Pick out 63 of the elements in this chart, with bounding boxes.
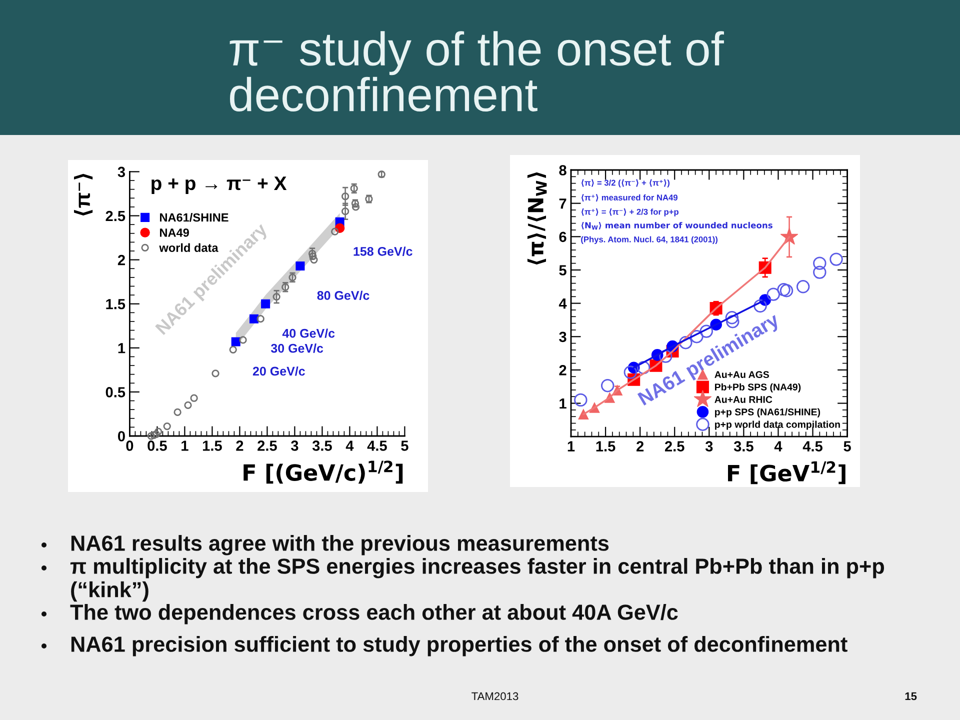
legend-label: NA49: [160, 228, 189, 237]
annotation: (Phys. Atom. Nucl. 64, 1841 (2001)): [581, 236, 718, 244]
x-tick-label: 2.5: [664, 441, 684, 452]
y-tick-label: 5: [559, 265, 566, 276]
x-tick-label: 4: [346, 440, 354, 451]
y-axis-title: ⟨π⁻⟩: [74, 174, 93, 216]
text: π multiplicity at the SPS energies increases faster in central Pb+Pb than in p+p (“kink”): [70, 558, 884, 602]
y-tick-label: 6: [559, 232, 566, 242]
text: NA61 results agree with the previous measurements: [71, 535, 609, 556]
x-tick-label: 5: [401, 440, 408, 451]
x-tick-label: 3: [705, 441, 713, 452]
x-tick-label: 4.5: [802, 441, 822, 452]
y-tick-label: 0.5: [106, 387, 126, 398]
legend-label: Au+Au RHIC: [714, 396, 772, 403]
y-tick-label: 2: [118, 254, 125, 266]
y-tick-label: 1: [118, 343, 126, 354]
x-tick-label: 3: [290, 440, 298, 451]
annotation: 20 GeV/c: [252, 366, 305, 376]
chart-title: p + p → π⁻ + X: [152, 176, 287, 194]
legend-label: Pb+Pb SPS (NA49): [715, 383, 801, 392]
x-tick-label: 2: [636, 441, 644, 452]
y-tick-label: 7: [559, 198, 566, 209]
x-tick-label: 0: [126, 440, 134, 451]
x-tick-label: 3.5: [312, 440, 332, 451]
x-tick-label: 1.5: [596, 441, 616, 452]
annotation: 30 GeV/c: [270, 344, 324, 353]
y-axis-title: ⟨π⟩/⟨N$_{W}$⟩: [527, 172, 547, 264]
text: The two dependences cross each other at about 40A GeV/c: [70, 604, 678, 624]
y-tick-label: 3: [559, 332, 566, 342]
x-tick-label: 2: [236, 440, 244, 451]
annotation: 158 GeV/c: [354, 246, 412, 256]
y-tick-label: 2: [559, 365, 566, 376]
x-axis-title: F [(GeV/c)$^{1/2}$]: [244, 460, 403, 484]
annotation: ⟨π⁺⟩ = ⟨π⁻⟩ + 2/3 for p+p: [582, 208, 678, 216]
text: 15: [905, 692, 917, 700]
y-tick-label: 1: [560, 398, 566, 409]
annotation: ⟨π⁺⟩ measured for NA49: [582, 194, 678, 202]
legend-label: p+p world data compilation: [715, 420, 840, 430]
annotation: ⟨N$_{W}$⟩ mean number of wounded nucleons: [582, 222, 772, 230]
text: TAM2013: [472, 692, 518, 700]
x-tick-label: 1: [182, 440, 188, 451]
legend-label: p+p SPS (NA61/SHINE): [715, 408, 820, 418]
legend-label: NA61/SHINE: [160, 213, 228, 222]
y-tick-label: 1.5: [106, 299, 126, 310]
x-tick-label: 4.5: [367, 440, 387, 451]
annotation: 80 GeV/c: [317, 290, 370, 300]
y-tick-label: 0: [118, 431, 125, 442]
x-tick-label: 2.5: [258, 440, 277, 451]
y-tick-label: 3: [118, 166, 126, 178]
x-tick-label: 3.5: [734, 441, 754, 452]
y-tick-label: 4: [558, 298, 567, 309]
text: NA61 precision sufficient to study properties of the onset of deconfinement: [71, 636, 848, 656]
y-tick-label: 8: [559, 165, 566, 176]
annotation: 40 GeV/c: [282, 328, 335, 338]
x-axis-title: F [GeV$^{1/2}$]: [728, 461, 846, 484]
x-tick-label: 5: [844, 441, 851, 452]
x-tick-label: 1: [568, 441, 575, 452]
y-tick-label: 2.5: [106, 210, 126, 222]
x-tick-label: 4: [774, 441, 782, 452]
x-tick-label: 1.5: [202, 440, 222, 451]
x-tick-label: 0.5: [148, 440, 167, 451]
annotation: ⟨π⟩ = 3/2 (⟨π⁻⟩ + ⟨π⁺⟩): [582, 179, 670, 188]
text: π⁻ study of the onset of deconfinement: [230, 31, 724, 112]
